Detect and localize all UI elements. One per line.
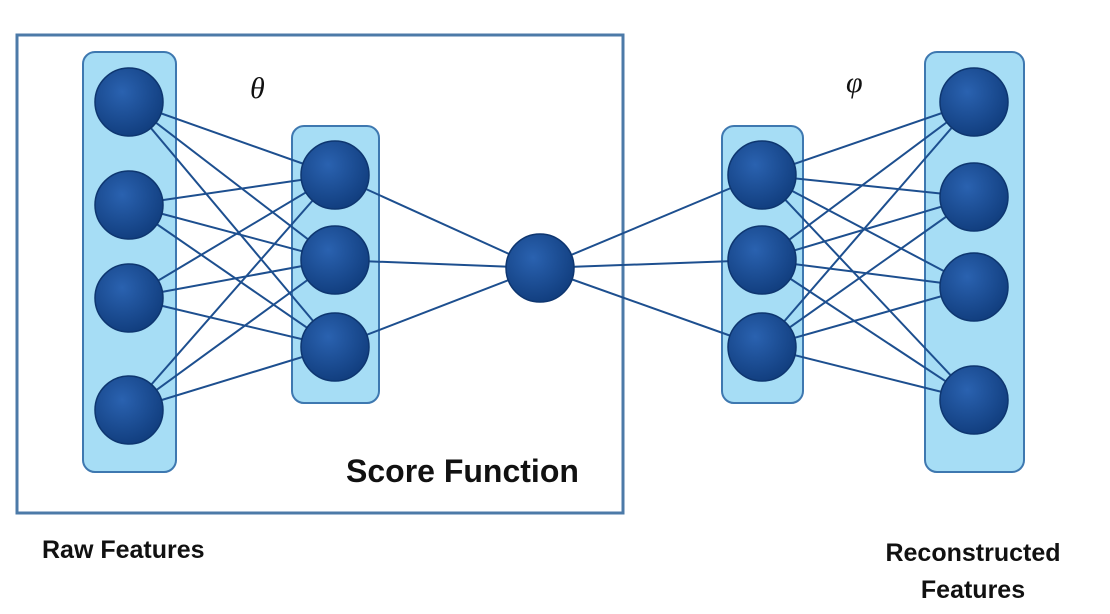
phi-symbol: φ (846, 66, 863, 99)
edge-raw-features-2-to-hidden-encoder-0 (128, 174, 336, 299)
reconstructed-features-label: Reconstructed Features (870, 535, 1076, 609)
edge-hidden-decoder-1-to-reconstructed-features-2 (761, 259, 975, 288)
edge-raw-features-3-to-hidden-encoder-0 (128, 174, 336, 411)
edge-raw-features-0-to-hidden-encoder-1 (128, 101, 336, 261)
edge-hidden-decoder-2-to-reconstructed-features-2 (761, 286, 975, 348)
score-function-label: Score Function (346, 453, 579, 489)
edge-hidden-decoder-1-to-reconstructed-features-3 (761, 259, 975, 401)
reconstructed-features-node-2 (939, 252, 1009, 322)
reconstructed-label-line1: Reconstructed (885, 539, 1061, 567)
edge-raw-features-2-to-hidden-encoder-2 (128, 297, 336, 348)
raw-features-node-2 (94, 263, 164, 333)
edge-raw-features-0-to-hidden-encoder-0 (128, 101, 336, 176)
hidden-decoder-node-2 (727, 312, 797, 382)
edge-score-0-to-hidden-decoder-0 (539, 174, 763, 269)
raw-features-layer (82, 51, 177, 473)
raw-features-label: Raw Features (42, 536, 205, 564)
edge-score-0-to-hidden-decoder-2 (539, 267, 763, 348)
edge-hidden-decoder-0-to-reconstructed-features-3 (761, 174, 975, 401)
edge-raw-features-3-to-hidden-encoder-1 (128, 259, 336, 411)
edge-score-0-to-hidden-decoder-1 (539, 259, 763, 269)
hidden-encoder-node-2 (300, 312, 370, 382)
edge-hidden-decoder-0-to-reconstructed-features-2 (761, 174, 975, 288)
edge-hidden-encoder-2-to-score-0 (334, 267, 541, 348)
hidden-encoder-node-1 (300, 225, 370, 295)
reconstructed-features-node-1 (939, 162, 1009, 232)
edge-hidden-decoder-2-to-reconstructed-features-1 (761, 196, 975, 348)
edge-hidden-decoder-2-to-reconstructed-features-0 (761, 101, 975, 348)
theta-symbol: θ (250, 72, 265, 105)
raw-features-node-3 (94, 375, 164, 445)
neuron-nodes (94, 67, 1009, 445)
edge-raw-features-1-to-hidden-encoder-1 (128, 204, 336, 261)
hidden-decoder-node-0 (727, 140, 797, 210)
reconstructed-label-line2: Features (920, 576, 1026, 604)
edge-hidden-decoder-1-to-reconstructed-features-0 (761, 101, 975, 261)
edge-raw-features-1-to-hidden-encoder-2 (128, 204, 336, 348)
edge-hidden-decoder-0-to-reconstructed-features-0 (761, 101, 975, 176)
score-node-0 (505, 233, 575, 303)
raw-features-node-0 (94, 67, 164, 137)
connection-edges (128, 101, 975, 411)
raw-features-node-1 (94, 170, 164, 240)
edge-raw-features-3-to-hidden-encoder-2 (128, 346, 336, 411)
edge-hidden-encoder-0-to-score-0 (334, 174, 541, 269)
edge-hidden-decoder-1-to-reconstructed-features-1 (761, 196, 975, 261)
reconstructed-features-node-3 (939, 365, 1009, 435)
edge-raw-features-2-to-hidden-encoder-1 (128, 259, 336, 299)
hidden-encoder-node-0 (300, 140, 370, 210)
edge-hidden-decoder-2-to-reconstructed-features-3 (761, 346, 975, 401)
reconstructed-features-node-0 (939, 67, 1009, 137)
hidden-decoder-node-1 (727, 225, 797, 295)
edge-raw-features-0-to-hidden-encoder-2 (128, 101, 336, 348)
edge-hidden-decoder-0-to-reconstructed-features-1 (761, 174, 975, 198)
